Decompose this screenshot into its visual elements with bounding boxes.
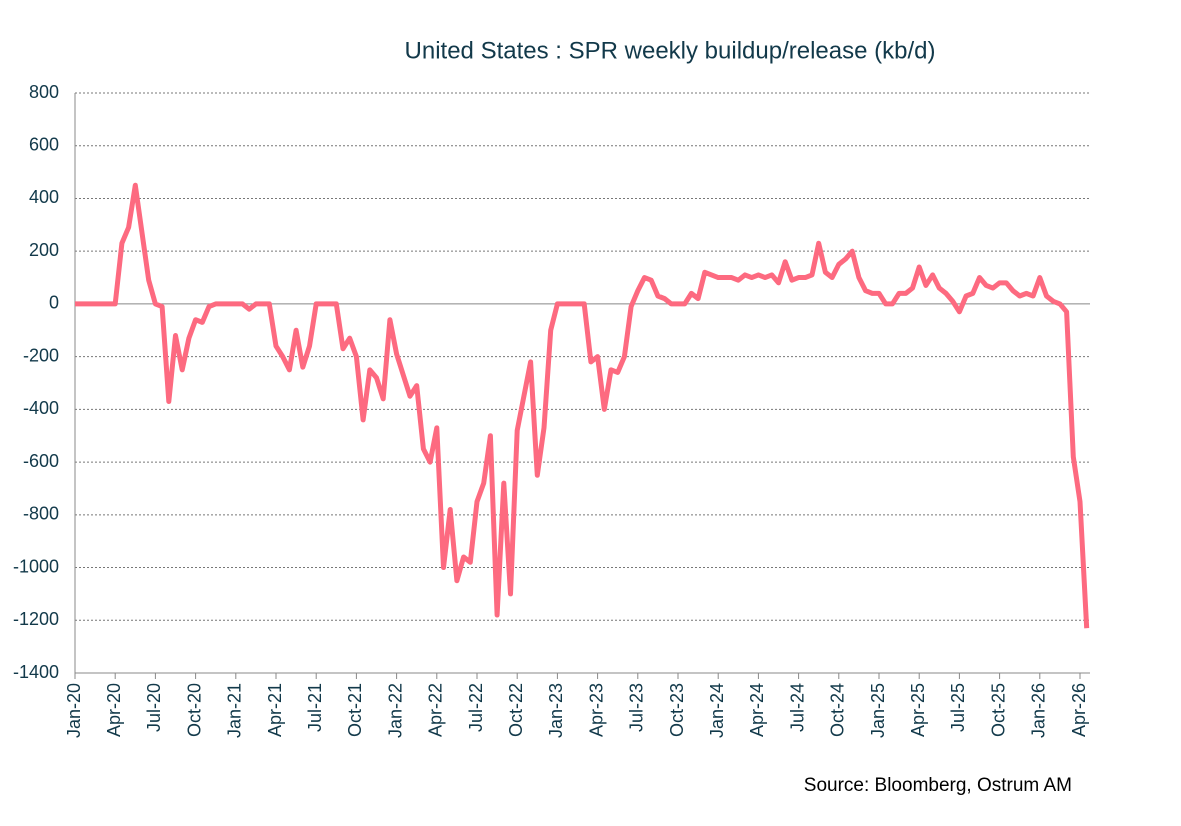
y-tick-label: -1200: [13, 609, 59, 629]
x-tick-label: Oct-21: [345, 683, 365, 737]
chart-title: United States : SPR weekly buildup/relea…: [405, 37, 936, 64]
x-tick-label: Jan-20: [64, 683, 84, 738]
x-tick-label: Apr-23: [586, 683, 606, 737]
y-tick-label: -1000: [13, 556, 59, 576]
y-tick-label: -800: [23, 504, 59, 524]
x-tick-label: Jan-26: [1029, 683, 1049, 738]
y-tick-label: 600: [29, 134, 59, 154]
x-tick-label: Jan-25: [868, 683, 888, 738]
x-tick-label: Jul-23: [627, 683, 647, 732]
y-tick-label: 800: [29, 82, 59, 102]
x-tick-label: Jul-25: [948, 683, 968, 732]
x-tick-label: Jul-21: [305, 683, 325, 732]
x-tick-label: Apr-26: [1069, 683, 1089, 737]
y-tick-label: -1400: [13, 662, 59, 682]
y-tick-label: 200: [29, 240, 59, 260]
x-tick-label: Jan-22: [385, 683, 405, 738]
x-tick-label: Apr-22: [426, 683, 446, 737]
x-tick-label: Oct-23: [667, 683, 687, 737]
y-tick-label: 0: [49, 293, 59, 313]
line-series: [75, 182, 1090, 629]
x-tick-label: Oct-25: [988, 683, 1008, 737]
x-tick-label: Jul-24: [787, 683, 807, 732]
x-tick-label: Oct-22: [506, 683, 526, 737]
y-tick-label: -200: [23, 345, 59, 365]
x-tick-label: Apr-25: [908, 683, 928, 737]
x-tick-label: Jan-24: [707, 683, 727, 738]
y-tick-label: -400: [23, 398, 59, 418]
y-tick-label: -600: [23, 451, 59, 471]
x-tick-label: Oct-20: [184, 683, 204, 737]
x-tick-label: Jan-23: [546, 683, 566, 738]
x-tick-label: Apr-20: [104, 683, 124, 737]
x-tick-label: Oct-24: [828, 683, 848, 737]
source: Source: Bloomberg, Ostrum AM: [804, 775, 1072, 796]
x-tick-label: Apr-24: [747, 683, 767, 737]
x-tick-label: Jul-20: [144, 683, 164, 732]
x-tick-label: Jul-22: [466, 683, 486, 732]
x-tick-label: Jan-21: [225, 683, 245, 738]
y-tick-label: 400: [29, 187, 59, 207]
x-tick-label: Apr-21: [265, 683, 285, 737]
